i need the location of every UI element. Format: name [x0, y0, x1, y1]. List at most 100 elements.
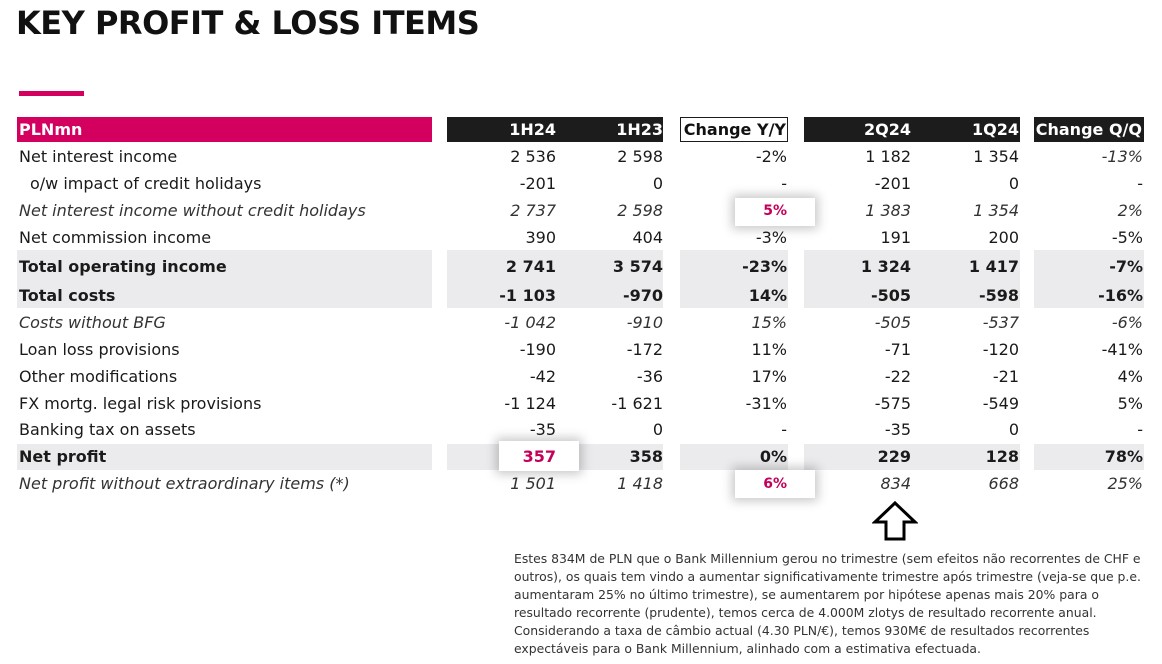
shade-label-totals: [17, 250, 432, 308]
header-bar-half-year: [447, 117, 663, 142]
cell-2q24: 191: [880, 228, 911, 247]
cell-2q24: 1 383: [865, 201, 911, 220]
cell-1h24: 357: [522, 447, 556, 466]
row-label: Total operating income: [19, 257, 227, 276]
shade-qq-totals: [1034, 250, 1144, 308]
cell-change-yy: 0%: [759, 447, 787, 466]
cell-change-qq: 4%: [1117, 367, 1143, 386]
row-label: Net commission income: [19, 228, 212, 247]
cell-change-qq: 2%: [1117, 201, 1143, 220]
header-col-1q24: 1Q24: [972, 120, 1019, 139]
cell-2q24: -22: [884, 367, 911, 386]
cell-1h23: 3 574: [612, 257, 663, 276]
cell-1q24: -598: [978, 286, 1019, 305]
cell-1q24: -549: [982, 394, 1019, 413]
header-col-1h24: 1H24: [509, 120, 556, 139]
cell-1h23: 358: [629, 447, 663, 466]
note-paragraph-1: Estes 834M de PLN que o Bank Millennium …: [514, 551, 1141, 620]
cell-2q24: 229: [877, 447, 911, 466]
cell-change-qq: 25%: [1107, 474, 1143, 493]
cell-1h23: 2 598: [617, 201, 663, 220]
page-title: KEY PROFIT & LOSS ITEMS: [16, 4, 480, 42]
cell-change-qq: -: [1137, 174, 1143, 193]
cell-2q24: -505: [874, 313, 911, 332]
cell-2q24: -35: [884, 420, 911, 439]
up-arrow-icon: [872, 500, 918, 541]
cell-change-yy: -: [781, 174, 787, 193]
cell-1h24: -35: [529, 420, 556, 439]
cell-1h23: -36: [636, 367, 663, 386]
cell-1h23: 0: [652, 420, 663, 439]
highlight-box-nii-yy: [735, 198, 815, 226]
cell-change-yy: 5%: [763, 203, 787, 219]
accent-bar: [19, 91, 84, 96]
cell-1h23: 1 418: [617, 474, 663, 493]
cell-1h23: -172: [626, 340, 663, 359]
row-label: Net profit without extraordinary items (…: [19, 474, 350, 493]
cell-2q24: -201: [874, 174, 911, 193]
cell-2q24: -71: [884, 340, 911, 359]
cell-1q24: -537: [982, 313, 1019, 332]
header-col-2q24: 2Q24: [864, 120, 911, 139]
cell-1q24: 1 417: [968, 257, 1019, 276]
cell-change-qq: 5%: [1117, 394, 1143, 413]
header-col-change-yy: Change Y/Y: [683, 120, 786, 139]
cell-change-yy: 15%: [751, 313, 787, 332]
cell-change-qq: -13%: [1101, 147, 1143, 166]
cell-1q24: 1 354: [973, 201, 1019, 220]
cell-1q24: 0: [1008, 420, 1019, 439]
row-label: Loan loss provisions: [19, 340, 180, 359]
row-label: Costs without BFG: [19, 313, 166, 332]
cell-change-yy: -: [781, 420, 787, 439]
cell-1h23: -1 621: [611, 394, 663, 413]
cell-change-yy: 14%: [748, 286, 787, 305]
row-label: FX mortg. legal risk provisions: [19, 394, 262, 413]
row-label: o/w impact of credit holidays: [30, 174, 262, 193]
shade-yy-totals: [680, 250, 788, 308]
cell-change-yy: -3%: [755, 228, 787, 247]
highlight-box-np-yy: [735, 470, 815, 498]
cell-1h23: 404: [632, 228, 663, 247]
header-col-1h23: 1H23: [616, 120, 663, 139]
cell-1h24: -201: [519, 174, 556, 193]
row-label: Net interest income: [19, 147, 178, 166]
cell-change-qq: 78%: [1104, 447, 1143, 466]
cell-change-qq: -7%: [1109, 257, 1143, 276]
row-label: Net profit: [19, 447, 107, 466]
cell-1q24: 128: [985, 447, 1019, 466]
header-unit-label: PLNmn: [19, 120, 83, 139]
cell-1q24: 1 354: [973, 147, 1019, 166]
cell-1h24: -190: [519, 340, 556, 359]
cell-1h23: 0: [652, 174, 663, 193]
cell-change-yy: -2%: [755, 147, 787, 166]
cell-change-qq: -: [1137, 420, 1143, 439]
shade-yy-netprofit: [680, 444, 788, 470]
shade-half-totals: [447, 250, 663, 308]
cell-1h24: -42: [529, 367, 556, 386]
cell-change-yy: -23%: [742, 257, 787, 276]
cell-change-yy: 6%: [763, 476, 787, 492]
row-label: Other modifications: [19, 367, 178, 386]
row-label: Total costs: [19, 286, 116, 305]
cell-1h23: 2 598: [617, 147, 663, 166]
cell-1h24: -1 124: [504, 394, 556, 413]
shade-q-netprofit: [804, 444, 1020, 470]
header-col-change-qq: Change Q/Q: [1035, 120, 1142, 139]
cell-1h23: -970: [622, 286, 663, 305]
cell-1h24: -1 042: [504, 313, 556, 332]
cell-change-yy: -31%: [745, 394, 787, 413]
annotation-note: Estes 834M de PLN que o Bank Millennium …: [514, 550, 1144, 658]
cell-2q24: 1 324: [860, 257, 911, 276]
header-bar-quarter: [804, 117, 1020, 142]
cell-2q24: 834: [880, 474, 911, 493]
cell-1h24: 2 737: [510, 201, 556, 220]
cell-1h24: 1 501: [510, 474, 556, 493]
shade-qq-netprofit: [1034, 444, 1144, 470]
cell-change-qq: -5%: [1111, 228, 1143, 247]
cell-change-yy: 11%: [751, 340, 787, 359]
cell-1h23: -910: [626, 313, 663, 332]
cell-1h24: 2 741: [505, 257, 556, 276]
cell-change-qq: -16%: [1098, 286, 1143, 305]
cell-1h24: 2 536: [510, 147, 556, 166]
cell-1q24: 668: [988, 474, 1019, 493]
